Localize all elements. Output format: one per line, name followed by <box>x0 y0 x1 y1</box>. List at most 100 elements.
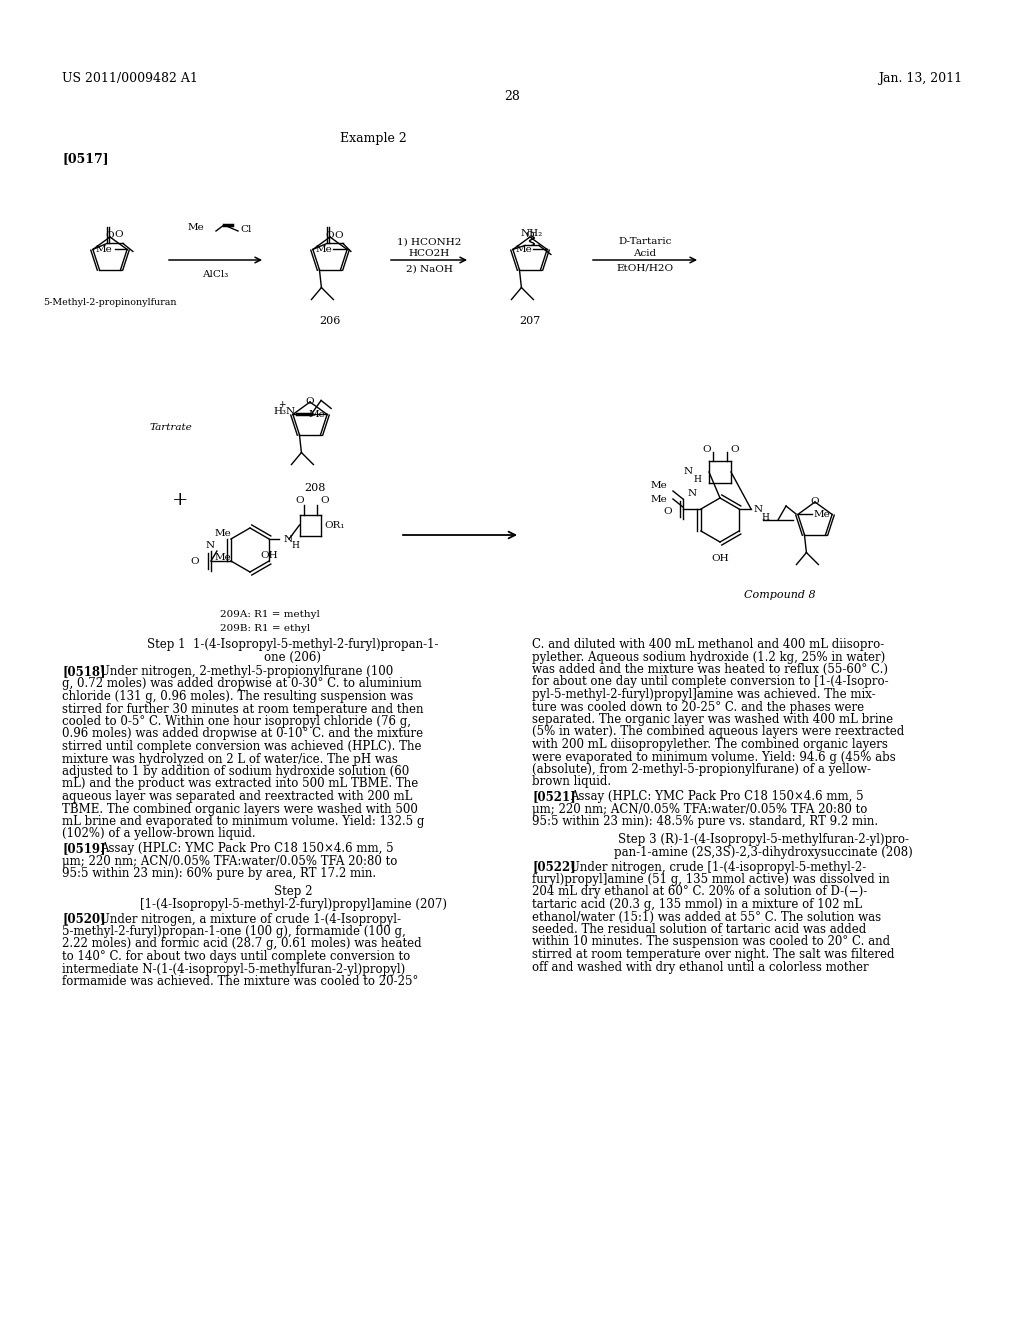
Text: OH: OH <box>260 550 278 560</box>
Text: O: O <box>811 496 819 506</box>
Text: adjusted to 1 by addition of sodium hydroxide solution (60: adjusted to 1 by addition of sodium hydr… <box>62 766 410 777</box>
Text: Jan. 13, 2011: Jan. 13, 2011 <box>878 73 962 84</box>
Text: brown liquid.: brown liquid. <box>532 776 611 788</box>
Text: OR₁: OR₁ <box>325 520 345 529</box>
Text: [0519]: [0519] <box>62 842 105 855</box>
Text: D-Tartaric: D-Tartaric <box>618 238 672 247</box>
Text: Me: Me <box>215 528 231 537</box>
Text: N: N <box>688 488 697 498</box>
Text: EtOH/H2O: EtOH/H2O <box>616 264 674 272</box>
Text: ture was cooled down to 20-25° C. and the phases were: ture was cooled down to 20-25° C. and th… <box>532 701 864 714</box>
Text: mL brine and evaporated to minimum volume. Yield: 132.5 g: mL brine and evaporated to minimum volum… <box>62 814 424 828</box>
Text: 0.96 moles) was added dropwise at 0-10° C. and the mixture: 0.96 moles) was added dropwise at 0-10° … <box>62 727 423 741</box>
Text: 209A: R1 = methyl: 209A: R1 = methyl <box>220 610 319 619</box>
Text: one (206): one (206) <box>264 651 322 664</box>
Text: O: O <box>334 231 342 240</box>
Text: Cl: Cl <box>240 226 251 235</box>
Text: O: O <box>190 557 199 565</box>
Text: H: H <box>291 541 299 550</box>
Text: 28: 28 <box>504 90 520 103</box>
Text: O: O <box>702 445 712 454</box>
Text: pan-1-amine (2S,3S)-2,3-dihydroxysuccinate (208): pan-1-amine (2S,3S)-2,3-dihydroxysuccina… <box>613 846 912 859</box>
Text: HCO2H: HCO2H <box>409 249 450 259</box>
Text: H: H <box>761 512 769 521</box>
Text: was added and the mixture was heated to reflux (55-60° C.): was added and the mixture was heated to … <box>532 663 888 676</box>
Text: [0517]: [0517] <box>62 152 109 165</box>
Text: 95:5 within 23 min): 48.5% pure vs. standard, RT 9.2 min.: 95:5 within 23 min): 48.5% pure vs. stan… <box>532 814 879 828</box>
Text: 95:5 within 23 min): 60% pure by area, RT 17.2 min.: 95:5 within 23 min): 60% pure by area, R… <box>62 867 376 880</box>
Text: Compound 8: Compound 8 <box>744 590 816 601</box>
Text: 206: 206 <box>319 315 341 326</box>
Text: N: N <box>283 535 292 544</box>
Text: (102%) of a yellow-brown liquid.: (102%) of a yellow-brown liquid. <box>62 828 256 841</box>
Text: μm; 220 nm; ACN/0.05% TFA:water/0.05% TFA 20:80 to: μm; 220 nm; ACN/0.05% TFA:water/0.05% TF… <box>62 854 397 867</box>
Text: Under nitrogen, crude [1-(4-isopropyl-5-methyl-2-: Under nitrogen, crude [1-(4-isopropyl-5-… <box>570 861 866 874</box>
Text: μm; 220 nm; ACN/0.05% TFA:water/0.05% TFA 20:80 to: μm; 220 nm; ACN/0.05% TFA:water/0.05% TF… <box>532 803 867 816</box>
Text: g, 0.72 moles) was added dropwise at 0-30° C. to aluminium: g, 0.72 moles) was added dropwise at 0-3… <box>62 677 422 690</box>
Text: with 200 mL diisopropylether. The combined organic layers: with 200 mL diisopropylether. The combin… <box>532 738 888 751</box>
Text: furyl)propyl]amine (51 g, 135 mmol active) was dissolved in: furyl)propyl]amine (51 g, 135 mmol activ… <box>532 873 890 886</box>
Text: 5-Methyl-2-propinonylfuran: 5-Methyl-2-propinonylfuran <box>43 297 177 306</box>
Text: Under nitrogen, 2-methyl-5-propionylfurane (100: Under nitrogen, 2-methyl-5-propionylfura… <box>100 665 393 678</box>
Text: Example 2: Example 2 <box>340 132 407 145</box>
Text: N: N <box>684 467 693 477</box>
Text: Me: Me <box>650 495 667 503</box>
Text: mL) and the product was extracted into 500 mL TBME. The: mL) and the product was extracted into 5… <box>62 777 418 791</box>
Text: [0521]: [0521] <box>532 789 575 803</box>
Text: pyl-5-methyl-2-furyl)propyl]amine was achieved. The mix-: pyl-5-methyl-2-furyl)propyl]amine was ac… <box>532 688 876 701</box>
Text: US 2011/0009482 A1: US 2011/0009482 A1 <box>62 73 198 84</box>
Text: off and washed with dry ethanol until a colorless mother: off and washed with dry ethanol until a … <box>532 961 868 974</box>
Text: to 140° C. for about two days until complete conversion to: to 140° C. for about two days until comp… <box>62 950 411 964</box>
Text: Me: Me <box>95 246 112 253</box>
Text: Tartrate: Tartrate <box>150 424 193 433</box>
Text: Me: Me <box>215 553 231 561</box>
Text: Assay (HPLC: YMC Pack Pro C18 150×4.6 mm, 5: Assay (HPLC: YMC Pack Pro C18 150×4.6 mm… <box>100 842 393 855</box>
Text: (5% in water). The combined aqueous layers were reextracted: (5% in water). The combined aqueous laye… <box>532 726 904 738</box>
Text: 5-methyl-2-furyl)propan-1-one (100 g), formamide (100 g,: 5-methyl-2-furyl)propan-1-one (100 g), f… <box>62 925 406 939</box>
Text: 2) NaOH: 2) NaOH <box>406 264 453 273</box>
Text: ethanol/water (15:1) was added at 55° C. The solution was: ethanol/water (15:1) was added at 55° C.… <box>532 911 881 924</box>
Text: O: O <box>306 396 314 405</box>
Text: Assay (HPLC: YMC Pack Pro C18 150×4.6 mm, 5: Assay (HPLC: YMC Pack Pro C18 150×4.6 mm… <box>570 789 863 803</box>
Text: C. and diluted with 400 mL methanol and 400 mL diisopro-: C. and diluted with 400 mL methanol and … <box>532 638 885 651</box>
Text: H₃N: H₃N <box>273 407 295 416</box>
Text: Me: Me <box>515 246 532 253</box>
Text: 208: 208 <box>304 483 326 492</box>
Text: mixture was hydrolyzed on 2 L of water/ice. The pH was: mixture was hydrolyzed on 2 L of water/i… <box>62 752 398 766</box>
Text: 207: 207 <box>519 315 541 326</box>
Text: 2.22 moles) and formic acid (28.7 g, 0.61 moles) was heated: 2.22 moles) and formic acid (28.7 g, 0.6… <box>62 937 422 950</box>
Text: stirred for further 30 minutes at room temperature and then: stirred for further 30 minutes at room t… <box>62 702 424 715</box>
Text: O: O <box>295 496 304 506</box>
Text: 1) HCONH2: 1) HCONH2 <box>397 238 461 247</box>
Text: 204 mL dry ethanol at 60° C. 20% of a solution of D-(−)-: 204 mL dry ethanol at 60° C. 20% of a so… <box>532 886 867 899</box>
Text: +: + <box>172 491 188 510</box>
Text: H: H <box>693 475 701 484</box>
Text: Me: Me <box>187 223 204 231</box>
Text: [1-(4-Isopropyl-5-methyl-2-furyl)propyl]amine (207): [1-(4-Isopropyl-5-methyl-2-furyl)propyl]… <box>139 898 446 911</box>
Text: within 10 minutes. The suspension was cooled to 20° C. and: within 10 minutes. The suspension was co… <box>532 936 890 949</box>
Text: N: N <box>206 540 215 549</box>
Text: O: O <box>326 231 334 240</box>
Text: Step 2: Step 2 <box>273 886 312 899</box>
Text: O: O <box>525 231 535 240</box>
Text: pylether. Aqueous sodium hydroxide (1.2 kg, 25% in water): pylether. Aqueous sodium hydroxide (1.2 … <box>532 651 886 664</box>
Text: Step 1  1-(4-Isopropyl-5-methyl-2-furyl)propan-1-: Step 1 1-(4-Isopropyl-5-methyl-2-furyl)p… <box>147 638 438 651</box>
Text: tartaric acid (20.3 g, 135 mmol) in a mixture of 102 mL: tartaric acid (20.3 g, 135 mmol) in a mi… <box>532 898 862 911</box>
Text: for about one day until complete conversion to [1-(4-Isopro-: for about one day until complete convers… <box>532 676 889 689</box>
Text: NH₂: NH₂ <box>521 228 543 238</box>
Text: Step 3 (R)-1-(4-Isopropyl-5-methylfuran-2-yl)pro-: Step 3 (R)-1-(4-Isopropyl-5-methylfuran-… <box>617 833 908 846</box>
Text: (absolute), from 2-methyl-5-propionylfurane) of a yellow-: (absolute), from 2-methyl-5-propionylfur… <box>532 763 870 776</box>
Text: [0520]: [0520] <box>62 912 105 925</box>
Text: seeded. The residual solution of tartaric acid was added: seeded. The residual solution of tartari… <box>532 923 866 936</box>
Text: stirred until complete conversion was achieved (HPLC). The: stirred until complete conversion was ac… <box>62 741 422 752</box>
Text: stirred at room temperature over night. The salt was filtered: stirred at room temperature over night. … <box>532 948 895 961</box>
Text: O: O <box>105 231 115 240</box>
Text: +: + <box>278 400 285 409</box>
Text: Me: Me <box>315 246 332 253</box>
Text: cooled to 0-5° C. Within one hour isopropyl chloride (76 g,: cooled to 0-5° C. Within one hour isopro… <box>62 715 411 729</box>
Text: OH: OH <box>712 554 729 564</box>
Text: Under nitrogen, a mixture of crude 1-(4-Isopropyl-: Under nitrogen, a mixture of crude 1-(4-… <box>100 912 401 925</box>
Text: TBME. The combined organic layers were washed with 500: TBME. The combined organic layers were w… <box>62 803 418 816</box>
Text: O: O <box>664 507 672 516</box>
Text: were evaporated to minimum volume. Yield: 94.6 g (45% abs: were evaporated to minimum volume. Yield… <box>532 751 896 763</box>
